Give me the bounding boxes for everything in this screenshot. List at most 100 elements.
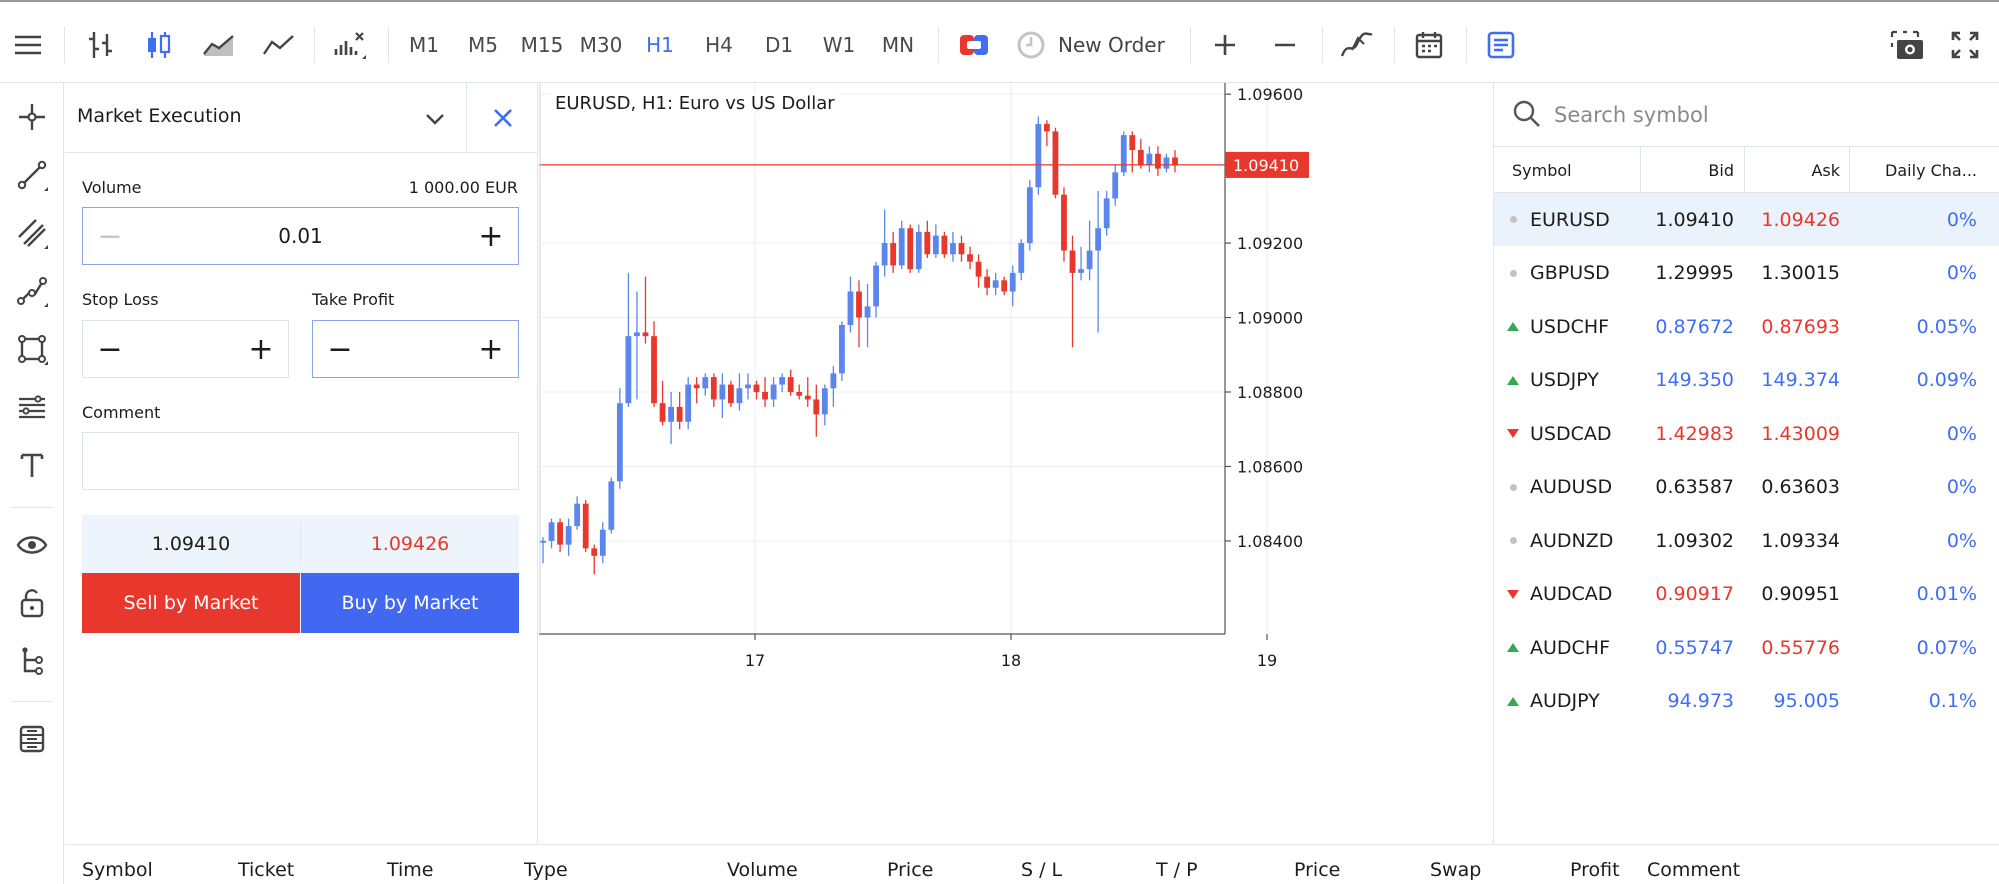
ask-price: 1.30015 bbox=[1761, 262, 1840, 284]
search-input[interactable] bbox=[1554, 95, 1974, 135]
shapes-icon[interactable] bbox=[6, 323, 58, 375]
channel-icon[interactable] bbox=[6, 207, 58, 259]
price-chart[interactable]: 1.09600 1.09200 1.09000 1.08800 1.08600 1.084… bbox=[539, 83, 1493, 844]
stop-loss-decrease-button[interactable]: − bbox=[97, 331, 123, 367]
fibonacci-icon[interactable] bbox=[6, 265, 58, 317]
symbol-row-eurusd[interactable]: EURUSD 1.09410 1.09426 0% bbox=[1494, 193, 1999, 246]
trade-col-profit[interactable]: Profit bbox=[1570, 859, 1620, 881]
timeframe-h1[interactable]: H1 bbox=[646, 33, 674, 57]
symbol-row-audjpy[interactable]: AUDJPY 94.973 95.005 0.1% bbox=[1494, 675, 1999, 728]
timeframe-d1[interactable]: D1 bbox=[764, 33, 794, 57]
chevron-down-icon[interactable] bbox=[417, 101, 453, 137]
bid-price: 1.42983 bbox=[1655, 422, 1734, 445]
timeframe-w1[interactable]: W1 bbox=[822, 33, 856, 57]
zoom-out-icon[interactable] bbox=[1262, 19, 1308, 71]
candle bbox=[608, 477, 615, 534]
stop-loss-input[interactable] bbox=[137, 321, 234, 377]
take-profit-input[interactable] bbox=[367, 321, 464, 377]
trade-col-stop-loss[interactable]: S / L bbox=[1021, 859, 1063, 881]
visibility-eye-icon[interactable] bbox=[6, 519, 58, 571]
line-chart-icon[interactable] bbox=[256, 19, 302, 71]
symbol-row-usdcad[interactable]: USDCAD 1.42983 1.43009 0% bbox=[1494, 407, 1999, 460]
fullscreen-icon[interactable] bbox=[1940, 19, 1990, 71]
text-tool-icon[interactable] bbox=[6, 439, 58, 491]
volume-increase-button[interactable]: + bbox=[478, 218, 504, 254]
trade-col-comment[interactable]: Comment bbox=[1647, 859, 1741, 881]
volume-stepper[interactable]: − 0.01 + bbox=[82, 207, 519, 265]
calendar-icon[interactable] bbox=[1406, 19, 1452, 71]
take-profit-increase-button[interactable]: + bbox=[478, 331, 504, 367]
candle bbox=[992, 272, 999, 296]
timeframe-m30[interactable]: M30 bbox=[579, 33, 623, 57]
trade-col-ticket[interactable]: Ticket bbox=[238, 859, 295, 881]
timeframe-mn[interactable]: MN bbox=[881, 33, 915, 57]
column-header-symbol[interactable]: Symbol bbox=[1512, 160, 1572, 180]
y-tick-label: 1.08800 bbox=[1237, 383, 1303, 402]
symbol-row-audusd[interactable]: AUDUSD 0.63587 0.63603 0% bbox=[1494, 461, 1999, 514]
neutral-dot-icon bbox=[1505, 193, 1521, 246]
candle bbox=[1069, 235, 1076, 348]
timeframe-m5[interactable]: M5 bbox=[468, 33, 498, 57]
volume-input[interactable]: 0.01 bbox=[278, 224, 323, 248]
comment-input[interactable] bbox=[82, 432, 519, 490]
area-chart-icon[interactable] bbox=[196, 19, 242, 71]
toolbar-divider bbox=[1190, 27, 1191, 63]
chart-signals-icon[interactable] bbox=[1334, 19, 1380, 71]
timeframe-h4[interactable]: H4 bbox=[705, 33, 733, 57]
candlestick-chart-icon[interactable] bbox=[136, 19, 182, 71]
market-watch-header: Symbol Bid Ask Daily Cha... bbox=[1494, 147, 1999, 193]
candle bbox=[770, 377, 777, 407]
trade-col-price[interactable]: Price bbox=[887, 859, 934, 881]
symbol-row-usdjpy[interactable]: USDJPY 149.350 149.374 0.09% bbox=[1494, 354, 1999, 407]
buy-by-market-button[interactable]: Buy by Market bbox=[301, 573, 519, 633]
stop-loss-increase-button[interactable]: + bbox=[248, 331, 274, 367]
database-icon[interactable] bbox=[6, 713, 58, 765]
horizontal-lines-icon[interactable] bbox=[6, 381, 58, 433]
symbol-row-audchf[interactable]: AUDCHF 0.55747 0.55776 0.07% bbox=[1494, 621, 1999, 674]
lock-icon[interactable] bbox=[6, 577, 58, 629]
column-header-daily-change[interactable]: Daily Cha... bbox=[1885, 160, 1977, 180]
trade-col-take-profit[interactable]: T / P bbox=[1156, 859, 1198, 881]
bid-price: 0.87672 bbox=[1655, 315, 1734, 338]
symbol-row-usdchf[interactable]: USDCHF 0.87672 0.87693 0.05% bbox=[1494, 300, 1999, 353]
timeframe-m1[interactable]: M1 bbox=[409, 33, 439, 57]
indicators-icon[interactable] bbox=[326, 19, 372, 71]
object-tree-icon[interactable] bbox=[6, 635, 58, 687]
one-click-trading-icon[interactable] bbox=[952, 19, 996, 71]
menu-icon[interactable] bbox=[6, 19, 50, 71]
symbol-row-audcad[interactable]: AUDCAD 0.90917 0.90951 0.01% bbox=[1494, 568, 1999, 621]
candle bbox=[864, 284, 871, 348]
timeframe-m15[interactable]: M15 bbox=[520, 33, 564, 57]
trade-col-current-price[interactable]: Price bbox=[1294, 859, 1341, 881]
column-header-ask[interactable]: Ask bbox=[1811, 160, 1840, 180]
new-order-button[interactable]: New Order bbox=[1016, 19, 1194, 71]
up-arrow-icon bbox=[1505, 675, 1521, 728]
order-panel-toggle-icon[interactable] bbox=[1478, 19, 1524, 71]
candle bbox=[984, 269, 991, 296]
candle bbox=[1018, 239, 1025, 281]
stop-loss-stepper[interactable]: − + bbox=[82, 320, 289, 378]
zoom-in-icon[interactable] bbox=[1202, 19, 1248, 71]
symbol-row-gbpusd[interactable]: GBPUSD 1.29995 1.30015 0% bbox=[1494, 247, 1999, 300]
trade-col-volume[interactable]: Volume bbox=[727, 859, 798, 881]
volume-amount: 1 000.00 EUR bbox=[408, 178, 518, 197]
candle bbox=[548, 518, 555, 549]
take-profit-decrease-button[interactable]: − bbox=[327, 331, 353, 367]
column-header-bid[interactable]: Bid bbox=[1708, 160, 1734, 180]
trade-col-symbol[interactable]: Symbol bbox=[82, 859, 153, 881]
order-type-label[interactable]: Market Execution bbox=[77, 105, 242, 127]
trade-col-type[interactable]: Type bbox=[524, 859, 568, 881]
crosshair-icon[interactable] bbox=[6, 91, 58, 143]
screenshot-icon[interactable] bbox=[1882, 19, 1932, 71]
candle bbox=[907, 224, 914, 273]
take-profit-stepper[interactable]: − + bbox=[312, 320, 519, 378]
bar-chart-icon[interactable] bbox=[78, 19, 124, 71]
candle bbox=[565, 518, 572, 556]
trade-col-time[interactable]: Time bbox=[387, 859, 434, 881]
symbol-row-audnzd[interactable]: AUDNZD 1.09302 1.09334 0% bbox=[1494, 514, 1999, 567]
sell-by-market-button[interactable]: Sell by Market bbox=[82, 573, 300, 633]
volume-decrease-button[interactable]: − bbox=[97, 218, 123, 254]
trend-line-icon[interactable] bbox=[6, 149, 58, 201]
trade-col-swap[interactable]: Swap bbox=[1430, 859, 1482, 881]
close-icon[interactable] bbox=[466, 83, 538, 153]
